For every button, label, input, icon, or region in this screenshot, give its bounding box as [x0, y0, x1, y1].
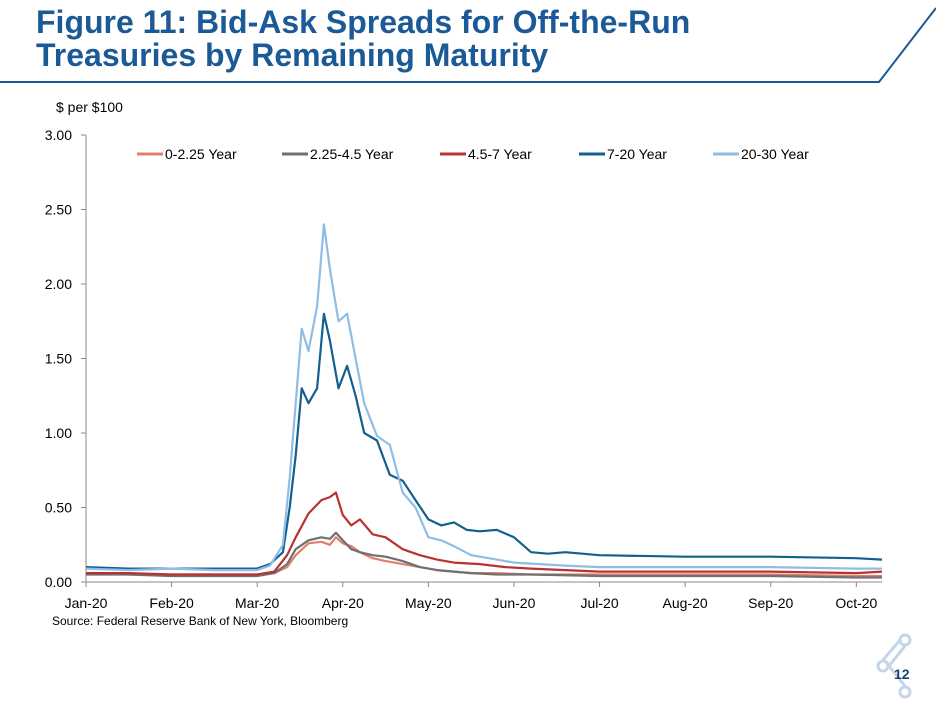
- legend-label: 20-30 Year: [741, 146, 809, 162]
- series-line: [86, 491, 883, 576]
- y-tick-label: 2.00: [45, 276, 72, 292]
- x-tick-label: Mar-20: [235, 595, 280, 611]
- title-line-2: Treasuries by Remaining Maturity: [36, 37, 549, 73]
- title-line-1: Figure 11: Bid-Ask Spreads for Off-the-R…: [36, 4, 691, 40]
- x-tick-label: Aug-20: [663, 595, 708, 611]
- series-line: [85, 223, 882, 572]
- legend-label: 4.5-7 Year: [468, 146, 532, 162]
- x-tick-label: Oct-20: [835, 595, 877, 611]
- x-tick-label: Jun-20: [493, 595, 536, 611]
- x-tick-label: Jul-20: [580, 595, 618, 611]
- page-number: 12: [894, 666, 910, 682]
- legend-label: 7-20 Year: [607, 146, 667, 162]
- y-axis-unit-label: $ per $100: [56, 99, 123, 115]
- y-tick-label: 1.00: [45, 425, 72, 441]
- x-tick-label: Feb-20: [149, 595, 194, 611]
- series-line: [86, 531, 882, 579]
- x-tick-label: Apr-20: [322, 595, 364, 611]
- x-tick-label: Sep-20: [748, 595, 793, 611]
- x-tick-label: Jan-20: [65, 595, 108, 611]
- y-tick-label: 2.50: [45, 202, 72, 218]
- logo-mark: [876, 633, 912, 699]
- y-tick-label: 0.50: [45, 500, 72, 516]
- y-tick-label: 0.00: [45, 574, 72, 590]
- legend-label: 0-2.25 Year: [165, 146, 237, 162]
- page-title: Figure 11: Bid-Ask Spreads for Off-the-R…: [36, 6, 796, 72]
- series-line: [85, 312, 883, 570]
- y-tick-label: 1.50: [45, 351, 72, 367]
- x-tick-label: May-20: [405, 595, 452, 611]
- legend-label: 2.25-4.5 Year: [310, 146, 394, 162]
- header-accent-line: [0, 7, 936, 83]
- source-note: Source: Federal Reserve Bank of New York…: [52, 614, 349, 628]
- y-tick-label: 3.00: [45, 127, 72, 143]
